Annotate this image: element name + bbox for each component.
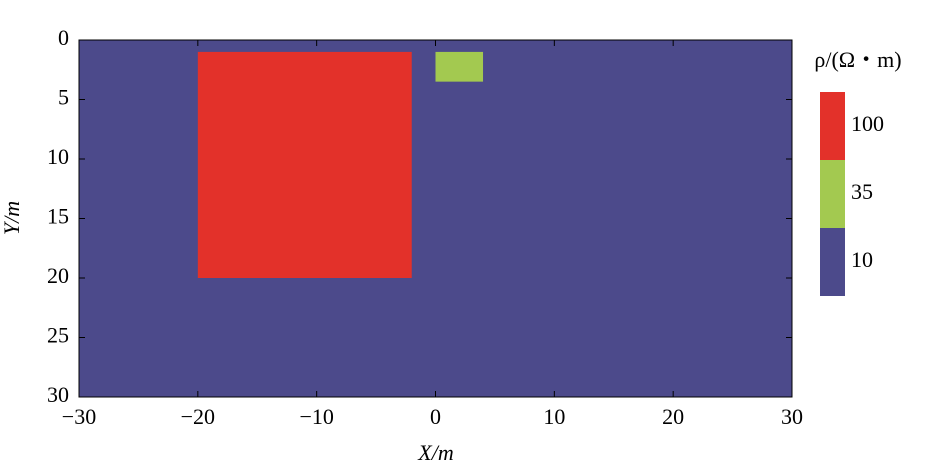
region	[435, 51, 484, 82]
region	[79, 40, 792, 397]
x-tick-label: 20	[662, 404, 684, 429]
colorbar-label: 100	[851, 111, 884, 136]
y-tick-label: 25	[47, 323, 69, 348]
x-axis-label: X/m	[417, 440, 453, 465]
x-tick-label: 0	[430, 404, 441, 429]
colorbar-segment	[820, 228, 845, 296]
y-axis-label: Y/m	[0, 201, 24, 235]
y-tick-label: 10	[47, 144, 69, 169]
y-tick-label: 15	[47, 204, 69, 229]
x-tick-label: −20	[181, 404, 215, 429]
y-tick-label: 20	[47, 263, 69, 288]
x-tick-label: −30	[62, 404, 96, 429]
y-tick-label: 30	[47, 382, 69, 407]
x-tick-label: 10	[543, 404, 565, 429]
y-tick-label: 0	[58, 25, 69, 50]
y-tick-label: 5	[58, 85, 69, 110]
colorbar-label: ρ/(Ω・m)	[814, 47, 901, 72]
colorbar-label: 10	[851, 247, 873, 272]
colorbar-segment	[820, 160, 845, 228]
colorbar-segment	[820, 92, 845, 160]
x-tick-label: 30	[781, 404, 803, 429]
x-tick-label: −10	[299, 404, 333, 429]
region	[197, 51, 412, 279]
colorbar-label: 35	[851, 179, 873, 204]
